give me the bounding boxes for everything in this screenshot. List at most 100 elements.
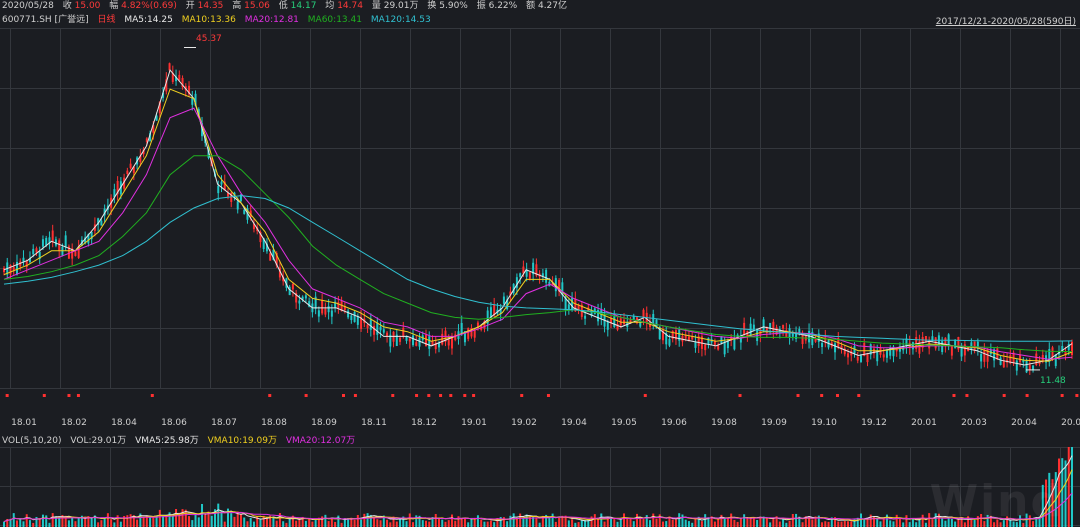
- candle-body: [610, 317, 613, 324]
- volume-bar: [496, 518, 499, 527]
- date-range-link[interactable]: 2017/12/21-2020/05/28(590日): [935, 17, 1076, 27]
- volume-bar: [996, 519, 999, 527]
- volume-bar: [795, 513, 798, 527]
- candle-body: [376, 322, 379, 335]
- volume-bar: [619, 517, 622, 527]
- volume-bar: [584, 520, 587, 527]
- volume-bar: [603, 521, 606, 527]
- volume-bar: [145, 515, 148, 527]
- volume-bar: [655, 518, 658, 527]
- volume-bar: [885, 514, 888, 527]
- volume-bar: [726, 518, 729, 527]
- candle-body: [64, 235, 67, 248]
- close-value: 15.00: [74, 1, 101, 11]
- candle-body: [515, 277, 518, 288]
- legend-ma120: MA120:14.53: [370, 15, 431, 25]
- candle-body: [308, 301, 311, 307]
- volume-bar: [515, 517, 518, 527]
- candle-body: [71, 248, 74, 259]
- candle-body: [963, 344, 966, 356]
- volume-bar: [288, 518, 291, 527]
- candle-body: [259, 231, 262, 243]
- price-chart[interactable]: [0, 28, 1080, 418]
- signal-mark: [67, 394, 71, 397]
- candle-body: [668, 338, 671, 346]
- period-label[interactable]: 日线: [97, 15, 116, 25]
- candle-body: [1051, 347, 1054, 358]
- volume-bar: [444, 521, 447, 527]
- volume-bar: [973, 520, 976, 527]
- signal-mark: [341, 394, 345, 397]
- volume-bar: [22, 521, 25, 527]
- volume-bar: [519, 513, 522, 527]
- volume-bar: [480, 519, 483, 527]
- volume-bar: [691, 522, 694, 527]
- volume-bar: [210, 515, 213, 527]
- volume-bar: [577, 522, 580, 527]
- candle-body: [67, 246, 70, 259]
- volume-chart[interactable]: [0, 447, 1080, 527]
- vol-indicator[interactable]: VOL(5,10,20): [2, 436, 62, 446]
- candle-body: [41, 239, 44, 247]
- candle-body: [801, 334, 804, 345]
- candle-body: [597, 310, 600, 322]
- candle-body: [330, 310, 333, 317]
- volume-bar: [113, 522, 116, 527]
- vma20-value: VMA20:12.07万: [285, 436, 356, 446]
- candle-body: [191, 97, 194, 105]
- volume-bar: [473, 519, 476, 527]
- volume-bar: [298, 517, 301, 527]
- candle-body: [577, 304, 580, 310]
- wind-watermark: Wind: [929, 476, 1064, 527]
- volume-bar: [928, 513, 931, 527]
- x-tick-label: 18.11: [361, 418, 387, 428]
- volume-bar: [301, 516, 304, 527]
- volume-bar: [863, 518, 866, 527]
- candle-body: [32, 248, 35, 255]
- volume-bar: [623, 513, 626, 527]
- volume-value: 29.01万: [383, 1, 419, 11]
- volume-bar: [243, 517, 246, 527]
- candle-body: [87, 234, 90, 244]
- volume-bar: [866, 517, 869, 527]
- candle-body: [434, 342, 437, 350]
- volume-bar: [1071, 447, 1073, 527]
- volume-bar: [262, 515, 265, 527]
- candle-body: [1028, 364, 1031, 371]
- volume-bar: [1067, 447, 1070, 527]
- candle-body: [347, 310, 350, 318]
- candle-body: [373, 325, 376, 335]
- vma10-value: VMA10:19.09万: [207, 436, 277, 446]
- candle-body: [584, 315, 587, 319]
- volume-bar: [84, 518, 87, 527]
- candle-body: [707, 337, 710, 344]
- ticker-label[interactable]: 600771.SH [广誉远]: [2, 15, 89, 25]
- candle-body: [54, 239, 57, 246]
- volume-bar: [986, 514, 989, 527]
- volume-bar: [847, 521, 850, 527]
- volume-bar: [201, 503, 204, 527]
- volume-bar: [889, 520, 892, 527]
- volume-bar: [1012, 521, 1015, 527]
- high-label: 高: [232, 1, 242, 11]
- candle-body: [162, 92, 165, 98]
- open-value: 14.35: [197, 1, 224, 11]
- candle-body: [1071, 341, 1073, 356]
- candle-body: [100, 220, 103, 226]
- candle-body: [48, 237, 51, 243]
- volume-bar: [119, 521, 122, 527]
- candle-body: [45, 237, 48, 246]
- volume-bar: [850, 521, 853, 527]
- candle-body: [1032, 365, 1035, 371]
- candle-body: [395, 334, 398, 347]
- volume-bar: [412, 522, 415, 527]
- volume-bar: [214, 509, 217, 527]
- signal-mark: [5, 394, 9, 397]
- candle-body: [129, 163, 132, 169]
- candle-body: [730, 336, 733, 341]
- volume-bar: [460, 518, 463, 527]
- candle-body: [298, 300, 301, 304]
- amount-value: 4.27亿: [537, 1, 568, 11]
- volume-bar: [204, 514, 207, 527]
- volume-bar: [590, 516, 593, 527]
